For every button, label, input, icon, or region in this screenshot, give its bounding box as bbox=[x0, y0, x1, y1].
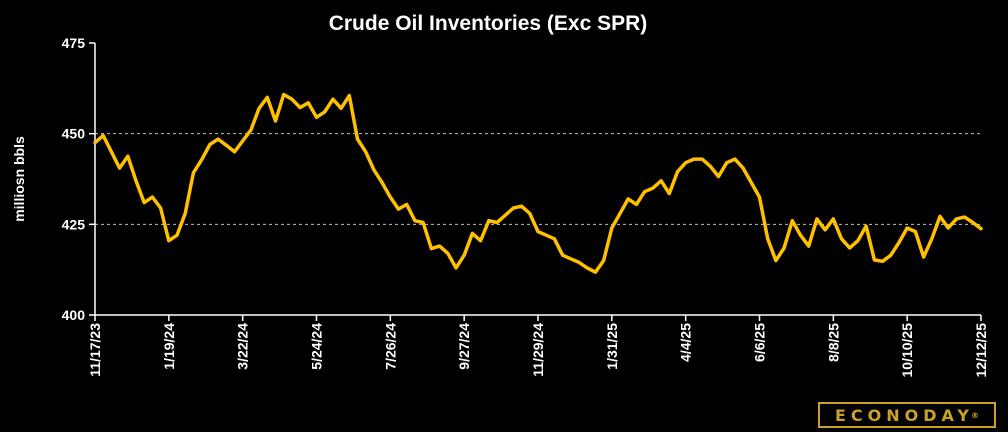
y-axis-label: milliosn bbls bbox=[11, 136, 27, 222]
gridlines bbox=[95, 133, 981, 225]
x-tick-label: 12/12/25 bbox=[973, 323, 989, 378]
x-tick-label: 11/29/24 bbox=[530, 323, 546, 377]
y-tick-label: 475 bbox=[62, 35, 86, 51]
x-tick-label: 3/22/24 bbox=[235, 323, 251, 370]
y-tick-label: 400 bbox=[62, 307, 86, 323]
y-tick-label: 425 bbox=[62, 216, 86, 232]
x-tick-label: 5/24/24 bbox=[309, 323, 325, 370]
x-tick-label: 11/17/23 bbox=[87, 323, 103, 377]
x-axis-ticks: 11/17/23 1/19/24 3/22/24 5/24/24 7/26/24 9/27… bbox=[87, 315, 989, 378]
x-tick-label: 4/4/25 bbox=[678, 323, 694, 362]
x-tick-label: 6/6/25 bbox=[752, 323, 768, 362]
y-axis-ticks: 400 425 450 475 bbox=[62, 35, 95, 323]
logo-text: ECONODAY bbox=[835, 405, 974, 425]
chart-title: Crude Oil Inventories (Exc SPR) bbox=[329, 12, 648, 35]
econoday-logo: ECONODAY ® bbox=[818, 402, 996, 428]
x-tick-label: 9/27/24 bbox=[456, 323, 472, 370]
logo-registered-mark: ® bbox=[970, 410, 979, 420]
axes bbox=[94, 43, 981, 316]
x-tick-label: 7/26/24 bbox=[382, 323, 398, 370]
x-tick-label: 10/10/25 bbox=[899, 323, 915, 378]
y-tick-label: 450 bbox=[62, 126, 86, 142]
x-tick-label: 1/31/25 bbox=[604, 323, 620, 370]
x-tick-label: 8/8/25 bbox=[825, 323, 841, 362]
x-tick-label: 1/19/24 bbox=[161, 323, 177, 370]
series-line-crude-inventories bbox=[93, 92, 983, 274]
